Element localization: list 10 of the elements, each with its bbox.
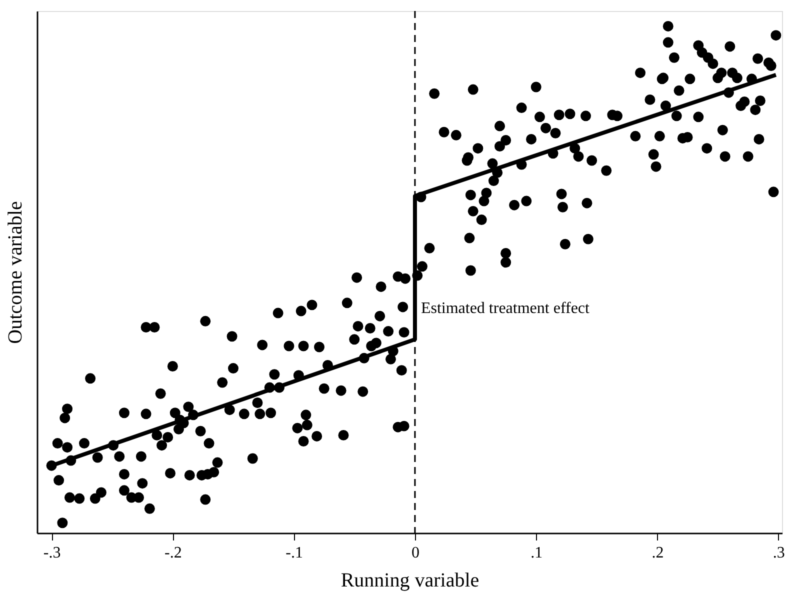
y-axis-title: Outcome variable	[4, 201, 26, 344]
x-axis-title: Running variable	[340, 570, 480, 592]
x-tick-label: .1	[530, 544, 543, 562]
x-tick-label: .3	[772, 544, 785, 562]
x-tick-label: -.2	[164, 544, 182, 562]
annotation: Estimated treatment effect	[420, 300, 590, 317]
x-tick-label: 0	[411, 544, 420, 562]
x-tick-label: -.1	[286, 544, 303, 562]
x-tick-label: -.3	[43, 544, 61, 562]
x-tick-label: .2	[652, 544, 664, 562]
